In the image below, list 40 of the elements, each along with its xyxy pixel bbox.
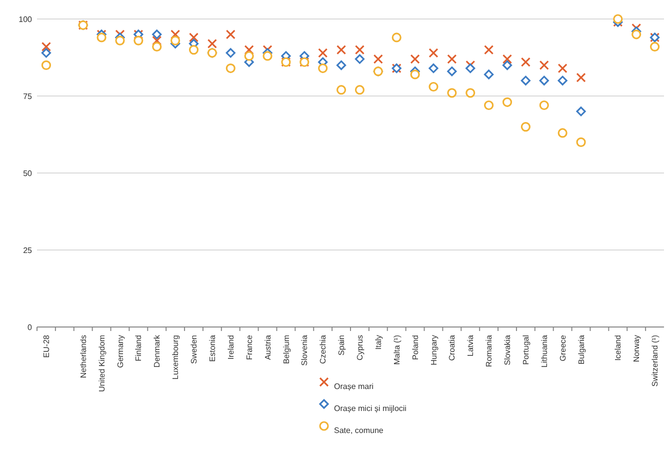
legend-label: Orașe mari <box>334 382 374 391</box>
x-tick-label: Denmark <box>152 334 162 368</box>
x-tick-label: Latvia <box>466 334 476 356</box>
x-tick-label: Belgium <box>282 334 291 364</box>
x-tick-label: Luxembourg <box>171 335 180 380</box>
x-tick-label: Finland <box>134 335 144 362</box>
x-tick-label: Spain <box>337 335 346 356</box>
x-tick-label: Cyprus <box>356 335 365 360</box>
x-tick-label: Lithuania <box>540 334 549 368</box>
x-tick-label: Czechia <box>318 334 328 364</box>
x-tick-label: Slovenia <box>300 334 310 366</box>
legend-label: Orașe mici și mijlocii <box>334 404 407 413</box>
y-tick-label: 0 <box>28 322 33 332</box>
x-tick-label: Netherlands <box>78 335 88 378</box>
x-tick-label: Romania <box>484 334 494 368</box>
legend-label: Sate, comune <box>334 426 384 435</box>
x-tick-label: Slovakia <box>503 334 512 366</box>
x-tick-label: EU-28 <box>42 334 52 358</box>
x-tick-label: Croatia <box>448 334 457 361</box>
x-tick-label: Iceland <box>614 335 623 361</box>
x-tick-label: Bulgaria <box>576 334 586 364</box>
x-tick-label: Portugal <box>521 334 530 365</box>
x-tick-label: France <box>244 334 254 360</box>
x-tick-label: Hungary <box>429 335 438 366</box>
x-tick-label: Ireland <box>226 335 236 360</box>
x-tick-label: Norway <box>632 335 642 362</box>
y-tick-label: 25 <box>23 246 33 255</box>
x-tick-label: Sweden <box>190 335 199 364</box>
x-tick-label: Italy <box>374 335 383 350</box>
x-tick-label: United Kingdom <box>97 334 106 392</box>
x-tick-label: Estonia <box>208 334 217 362</box>
x-tick-label: Germany <box>116 335 125 368</box>
x-tick-label: Poland <box>410 335 420 360</box>
x-tick-label: Austria <box>263 334 272 360</box>
y-tick-label: 50 <box>23 168 33 178</box>
x-tick-label: Greece <box>558 334 568 362</box>
x-tick-label: Malta (¹) <box>392 334 402 365</box>
y-tick-label: 100 <box>18 14 33 24</box>
x-tick-label: Switzerland (¹) <box>650 334 660 387</box>
y-tick-label: 75 <box>23 92 33 101</box>
